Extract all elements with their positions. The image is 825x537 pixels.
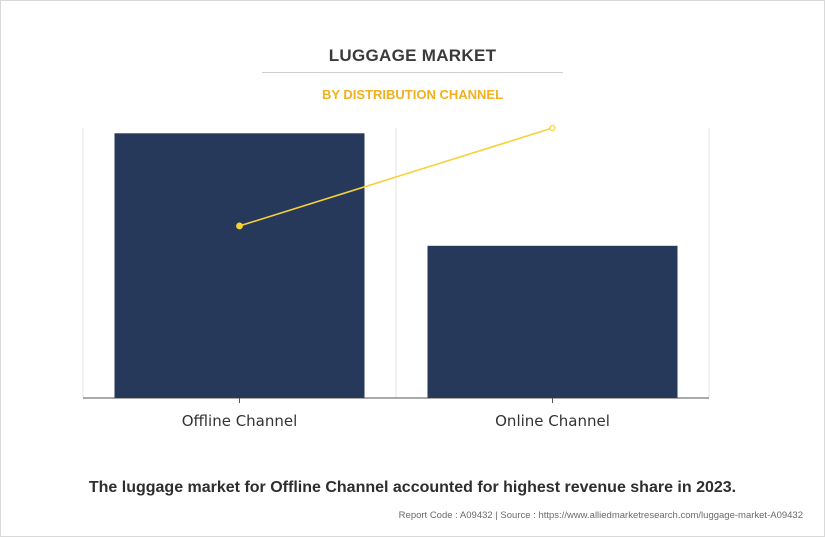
chart-subtitle: BY DISTRIBUTION CHANNEL [321,87,504,102]
trend-point [236,222,243,230]
source-note: Report Code : A09432 | Source : https://… [398,510,803,521]
bar [427,245,678,398]
bars [114,133,678,398]
title-divider [262,72,563,73]
category-labels: Offline Channel Online Channel [182,412,610,430]
chart-caption: The luggage market for Offline Channel a… [88,479,737,496]
category-label: Online Channel [495,412,610,430]
bar [114,133,365,398]
trend-line [236,124,556,230]
category-label: Offline Channel [182,412,298,430]
trend-line-path [239,127,553,227]
trend-point [549,124,556,132]
chart-title: LUGGAGE MARKET [328,46,497,65]
